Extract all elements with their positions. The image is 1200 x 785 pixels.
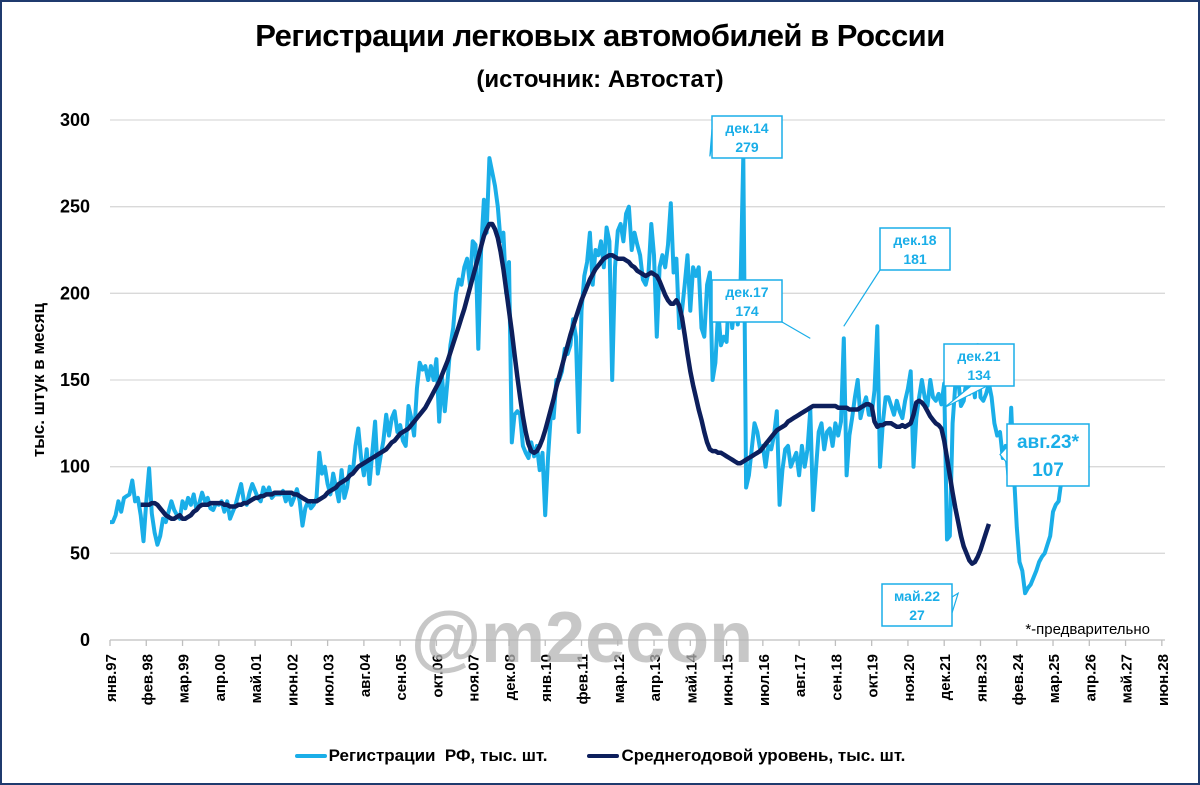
registrations-line <box>110 154 1069 596</box>
legend-label: Регистрации РФ, тыс. шт. <box>328 746 548 765</box>
legend-label: Среднегодовой уровень, тыс. шт. <box>621 746 906 765</box>
svg-text:174: 174 <box>735 303 759 319</box>
preliminary-note: *-предварительно <box>1025 621 1150 638</box>
watermark: @m2econ <box>411 598 753 678</box>
svg-text:107: 107 <box>1032 460 1064 481</box>
x-tick-label: янв.23 <box>973 654 990 702</box>
callout-дек18: дек.18 181 <box>843 227 951 327</box>
x-tick-label: мар.12 <box>611 654 628 703</box>
legend-item-registrations: Регистрации РФ, тыс. шт. <box>294 746 548 766</box>
chart-title: Регистрации легковых автомобилей в Росси… <box>255 18 945 53</box>
svg-text:дек.14: дек.14 <box>725 120 768 136</box>
y-tick-label: 0 <box>80 630 90 650</box>
callout-май22: май.22 27 <box>881 583 960 627</box>
svg-text:134: 134 <box>967 367 991 383</box>
x-tick-label: мар.99 <box>176 654 193 703</box>
x-axis-ticks: янв.97 фев.98 мар.99 апр.00 май.01 июн.02 июл.… <box>103 653 1172 706</box>
svg-text:181: 181 <box>903 251 927 267</box>
x-tick-label: фев.98 <box>139 654 156 705</box>
callout-дек21: дек.21 134 <box>943 343 1015 409</box>
x-tick-label: апр.26 <box>1082 654 1099 701</box>
y-tick-label: 100 <box>60 457 90 477</box>
x-tick-label: дек.21 <box>937 654 954 700</box>
x-tick-label: май.27 <box>1119 654 1136 703</box>
x-tick-label: ноя.07 <box>466 654 483 702</box>
y-axis-label: тыс. штук в месяц <box>29 302 48 457</box>
x-tick-label: апр.00 <box>212 654 229 701</box>
svg-text:май.22: май.22 <box>894 588 940 604</box>
x-tick-label: июн.28 <box>1155 654 1172 706</box>
svg-text:дек.17: дек.17 <box>725 284 768 300</box>
x-tick-label: фев.24 <box>1010 653 1027 705</box>
svg-text:279: 279 <box>735 139 759 155</box>
svg-text:дек.18: дек.18 <box>893 232 936 248</box>
x-tick-label: сен.18 <box>828 654 845 701</box>
legend: Регистрации РФ, тыс. шт. Среднегодовой у… <box>0 746 1200 766</box>
y-tick-label: 300 <box>60 110 90 130</box>
svg-text:авг.23*: авг.23* <box>1017 432 1080 453</box>
x-tick-label: окт.19 <box>865 654 882 698</box>
x-tick-label: авг.04 <box>357 653 374 697</box>
x-tick-label: сен.05 <box>393 654 410 701</box>
x-tick-label: фев.11 <box>575 654 592 705</box>
x-tick-label: авг.17 <box>792 654 809 697</box>
x-tick-label: окт.06 <box>429 654 446 698</box>
callout-авг23: авг.23* 107 <box>999 423 1090 487</box>
x-tick-label: май.01 <box>248 654 265 703</box>
legend-item-average: Среднегодовой уровень, тыс. шт. <box>587 746 905 766</box>
annual-average-line <box>140 221 992 566</box>
y-tick-label: 50 <box>70 543 90 563</box>
callouts: дек.14 279 дек.17 174 дек.18 181 дек.21 134 май.… <box>709 115 1090 627</box>
x-tick-label: июн.02 <box>284 654 301 706</box>
y-tick-label: 200 <box>60 283 90 303</box>
chart-subtitle: (источник: Автостат) <box>476 66 724 93</box>
svg-text:27: 27 <box>909 607 925 623</box>
svg-text:дек.21: дек.21 <box>957 348 1000 364</box>
callout-дек14: дек.14 279 <box>709 115 783 159</box>
x-tick-label: янв.97 <box>103 654 120 702</box>
y-tick-label: 150 <box>60 370 90 390</box>
x-tick-label: мар.25 <box>1046 654 1063 703</box>
x-tick-label: дек.08 <box>502 654 519 700</box>
y-axis-ticks: 0 50 100 150 200 250 300 <box>60 110 90 650</box>
x-tick-label: янв.10 <box>538 654 555 702</box>
x-tick-label: июл.16 <box>756 654 773 706</box>
gridlines <box>109 119 1165 646</box>
x-tick-label: июл.03 <box>321 654 338 706</box>
x-tick-label: май.14 <box>683 653 700 703</box>
legend-swatch-light-blue <box>294 754 327 758</box>
y-tick-label: 250 <box>60 197 90 217</box>
callout-дек17: дек.17 174 <box>711 279 811 339</box>
x-tick-label: июн.15 <box>720 654 737 706</box>
x-tick-label: ноя.20 <box>901 654 918 702</box>
x-tick-label: апр.13 <box>647 654 664 701</box>
legend-swatch-navy <box>587 754 620 758</box>
